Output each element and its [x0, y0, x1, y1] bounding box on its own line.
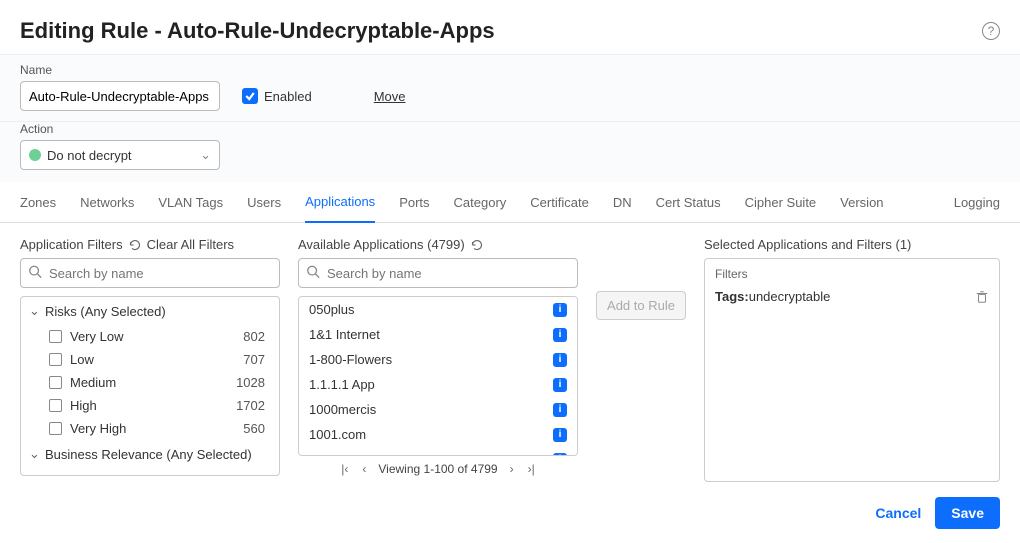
filter-item-label: Low: [70, 352, 235, 367]
tab-networks[interactable]: Networks: [80, 183, 134, 222]
filter-checkbox[interactable]: [49, 376, 62, 389]
info-icon[interactable]: i: [553, 378, 567, 392]
available-search-input[interactable]: [298, 258, 578, 288]
selected-apps-label: Selected Applications and Filters (1): [704, 237, 911, 252]
available-app-item[interactable]: 1&1 Internet i: [299, 322, 577, 347]
name-label: Name: [20, 63, 220, 77]
page-title: Editing Rule - Auto-Rule-Undecryptable-A…: [20, 18, 495, 44]
available-app-item[interactable]: 100Bao i: [299, 447, 577, 456]
filter-item-count: 707: [243, 352, 271, 367]
filter-group-title: Risks (Any Selected): [45, 304, 166, 319]
filter-group-head[interactable]: ⌄ Risks (Any Selected): [21, 297, 279, 325]
tab-category[interactable]: Category: [454, 183, 507, 222]
filter-item-label: Medium: [70, 375, 228, 390]
app-item-label: 100Bao: [309, 452, 354, 456]
tab-version[interactable]: Version: [840, 183, 883, 222]
tab-ports[interactable]: Ports: [399, 183, 429, 222]
app-item-label: 050plus: [309, 302, 355, 317]
filter-item[interactable]: Low 707: [21, 348, 279, 371]
action-label: Action: [20, 122, 1000, 136]
app-item-label: 1&1 Internet: [309, 327, 380, 342]
move-link[interactable]: Move: [374, 81, 406, 111]
filter-item-count: 802: [243, 329, 271, 344]
filter-item-label: Very High: [70, 421, 235, 436]
selected-filter-row: Tags:undecryptable: [715, 289, 989, 304]
info-icon[interactable]: i: [553, 353, 567, 367]
chevron-down-icon: ⌄: [29, 303, 39, 319]
pager-first-icon[interactable]: |‹: [339, 462, 350, 476]
pager-last-icon[interactable]: ›|: [526, 462, 537, 476]
tab-logging[interactable]: Logging: [954, 183, 1000, 222]
tab-dn[interactable]: DN: [613, 183, 632, 222]
add-to-rule-button[interactable]: Add to Rule: [596, 291, 686, 320]
filter-item-label: Very Low: [70, 329, 235, 344]
info-icon[interactable]: i: [553, 403, 567, 417]
filter-checkbox[interactable]: [49, 353, 62, 366]
available-app-item[interactable]: 1000mercis i: [299, 397, 577, 422]
info-icon[interactable]: i: [553, 428, 567, 442]
app-item-label: 1001.com: [309, 427, 366, 442]
filter-group-head[interactable]: ⌄ Business Relevance (Any Selected): [21, 440, 279, 468]
chevron-down-icon: ⌄: [200, 147, 211, 163]
filter-item-count: 1702: [236, 398, 271, 413]
save-button[interactable]: Save: [935, 497, 1000, 529]
app-item-label: 1-800-Flowers: [309, 352, 392, 367]
help-icon[interactable]: ?: [982, 22, 1000, 40]
filter-group-title: Business Relevance (Any Selected): [45, 447, 252, 462]
selected-tag-value: undecryptable: [749, 289, 831, 304]
filter-item[interactable]: Very Low 802: [21, 325, 279, 348]
filter-item-count: 1028: [236, 375, 271, 390]
cancel-button[interactable]: Cancel: [875, 505, 921, 521]
enabled-checkbox[interactable]: [242, 88, 258, 104]
tab-vlan-tags[interactable]: VLAN Tags: [158, 183, 223, 222]
app-item-label: 1.1.1.1 App: [309, 377, 375, 392]
filter-item-count: 560: [243, 421, 271, 436]
pager: |‹ ‹ Viewing 1-100 of 4799 › ›|: [298, 456, 578, 482]
app-filters-label: Application Filters: [20, 237, 123, 252]
pager-prev-icon[interactable]: ‹: [360, 462, 368, 476]
filter-checkbox[interactable]: [49, 422, 62, 435]
pager-text: Viewing 1-100 of 4799: [378, 462, 497, 476]
tab-applications[interactable]: Applications: [305, 182, 375, 223]
available-app-item[interactable]: 050plus i: [299, 297, 577, 322]
available-app-item[interactable]: 1-800-Flowers i: [299, 347, 577, 372]
chevron-down-icon: ⌄: [29, 446, 39, 462]
reload-icon[interactable]: [471, 239, 483, 251]
tab-cipher-suite[interactable]: Cipher Suite: [745, 183, 817, 222]
action-value: Do not decrypt: [47, 148, 194, 163]
trash-icon[interactable]: [975, 290, 989, 304]
info-icon[interactable]: i: [553, 303, 567, 317]
search-icon: [28, 265, 42, 282]
tab-cert-status[interactable]: Cert Status: [656, 183, 721, 222]
clear-all-filters-link[interactable]: Clear All Filters: [147, 237, 234, 252]
selected-tag-key: Tags:: [715, 289, 749, 304]
tab-zones[interactable]: Zones: [20, 183, 56, 222]
filter-item[interactable]: Medium 1028: [21, 371, 279, 394]
action-select[interactable]: Do not decrypt ⌄: [20, 140, 220, 170]
selected-filters-heading: Filters: [715, 267, 989, 281]
enabled-label: Enabled: [264, 89, 312, 104]
filter-checkbox[interactable]: [49, 330, 62, 343]
tab-certificate[interactable]: Certificate: [530, 183, 589, 222]
filters-search-input[interactable]: [20, 258, 280, 288]
filter-item[interactable]: Very High 560: [21, 417, 279, 440]
info-icon[interactable]: i: [553, 328, 567, 342]
search-icon: [306, 265, 320, 282]
filter-checkbox[interactable]: [49, 399, 62, 412]
available-app-item[interactable]: 1.1.1.1 App i: [299, 372, 577, 397]
available-apps-label: Available Applications (4799): [298, 237, 465, 252]
available-app-item[interactable]: 1001.com i: [299, 422, 577, 447]
tab-users[interactable]: Users: [247, 183, 281, 222]
filter-item-label: High: [70, 398, 228, 413]
info-icon[interactable]: i: [553, 453, 567, 457]
filter-item[interactable]: High 1702: [21, 394, 279, 417]
app-item-label: 1000mercis: [309, 402, 376, 417]
rule-name-input[interactable]: [20, 81, 220, 111]
reload-icon[interactable]: [129, 239, 141, 251]
pager-next-icon[interactable]: ›: [508, 462, 516, 476]
action-status-dot: [29, 149, 41, 161]
